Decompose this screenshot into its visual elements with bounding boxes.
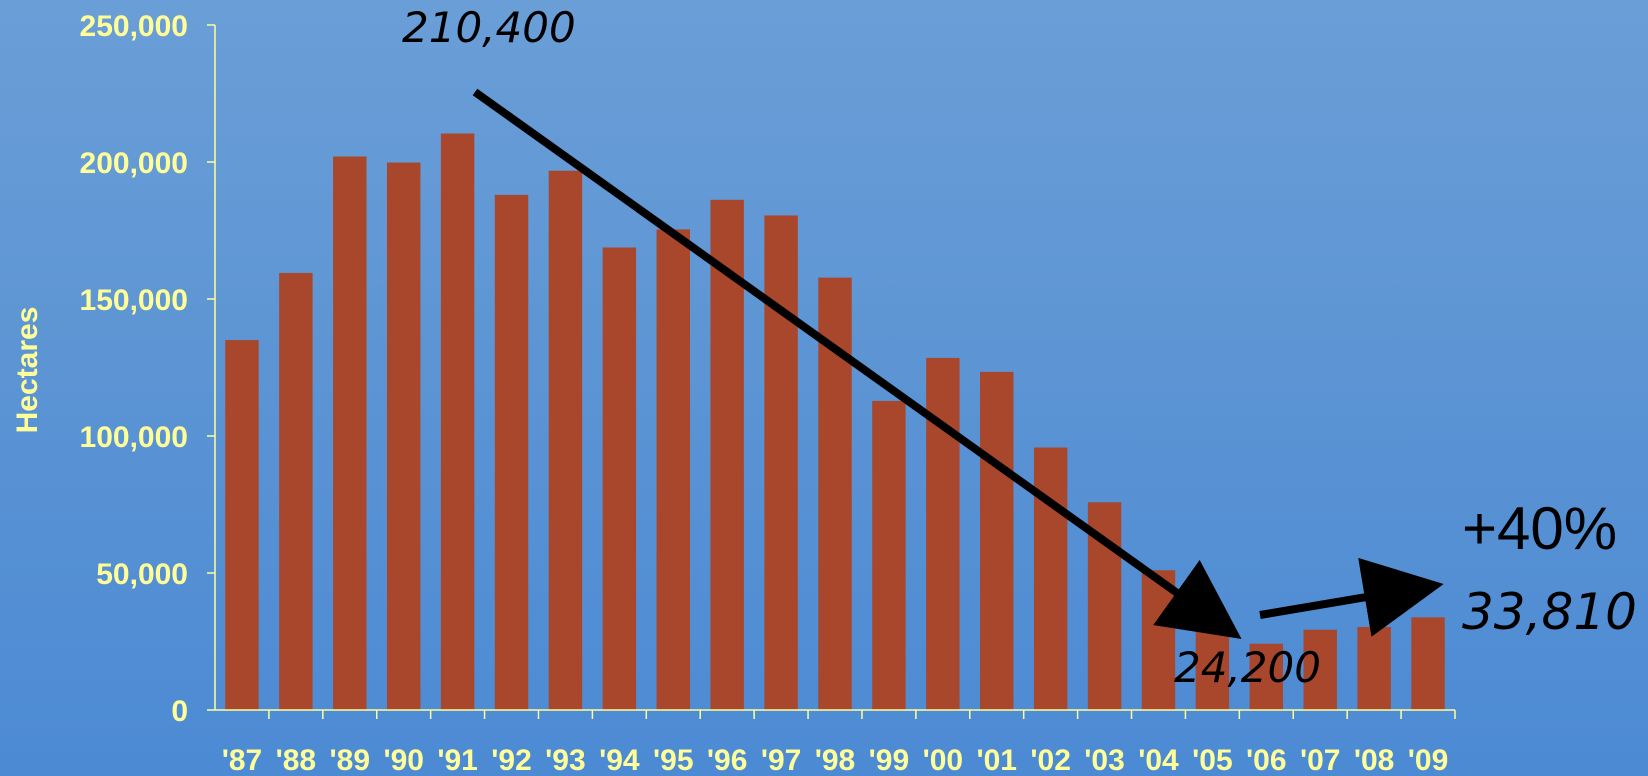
x-tick-label: '97: [761, 744, 802, 776]
bar-93: [548, 170, 583, 710]
y-tick-label: 150,000: [80, 284, 188, 317]
y-tick-label: 0: [171, 695, 188, 728]
x-axis-ticks: '87 '88 '89 '90 '91 '92 '93 '94 '95 '96 '97 '98 '99 '…: [222, 710, 1456, 776]
decline-trend-arrow: [472, 88, 1242, 639]
bar-87: [225, 340, 259, 710]
x-tick-label: '09: [1408, 744, 1449, 776]
recovery-trend-arrow: [1259, 557, 1444, 637]
peak-value-label: 210,400: [402, 3, 576, 52]
x-tick-label: '87: [222, 744, 263, 776]
bar-08: [1357, 626, 1391, 710]
x-tick-label: '89: [330, 744, 371, 776]
bar-88: [279, 272, 313, 710]
x-tick-label: '08: [1354, 744, 1395, 776]
x-tick-label: '01: [976, 744, 1017, 776]
x-tick-label: '07: [1300, 744, 1341, 776]
latest-value-label: 33,810: [1462, 583, 1637, 641]
bar-02: [1033, 447, 1068, 710]
y-tick-label: 250,000: [80, 10, 188, 43]
x-tick-label: '03: [1084, 744, 1125, 776]
y-axis-ticks: 0 50,000 100,000 150,000 200,000 250,000: [80, 10, 215, 728]
bar-91: [440, 133, 475, 710]
x-tick-label: '92: [491, 744, 532, 776]
bar-90: [386, 162, 421, 711]
bar-95: [656, 229, 690, 711]
bar-97: [764, 215, 798, 710]
x-tick-label: '04: [1138, 744, 1179, 776]
x-tick-label: '94: [599, 744, 640, 776]
bar-89: [333, 156, 367, 710]
y-tick-label: 100,000: [80, 421, 188, 454]
y-tick-label: 200,000: [80, 147, 188, 180]
x-tick-label: '00: [923, 744, 964, 776]
x-tick-label: '90: [383, 744, 424, 776]
bar-06: [1249, 643, 1284, 710]
bar-92: [494, 194, 529, 710]
y-tick-label: 50,000: [96, 558, 188, 591]
y-axis-title: Hectares: [11, 307, 44, 434]
change-percent-label: +40%: [1462, 495, 1617, 562]
bar-09: [1411, 617, 1445, 710]
bar-94: [602, 247, 637, 710]
x-tick-label: '02: [1030, 744, 1071, 776]
bar-07: [1303, 629, 1337, 710]
low-value-label: 24,200: [1174, 643, 1321, 692]
bar-01: [980, 371, 1014, 710]
bar-00: [926, 357, 960, 710]
x-tick-label: '88: [276, 744, 317, 776]
x-tick-label: '95: [653, 744, 694, 776]
bar-96: [710, 199, 744, 710]
x-tick-label: '99: [869, 744, 910, 776]
x-tick-label: '91: [437, 744, 478, 776]
x-tick-label: '06: [1246, 744, 1287, 776]
x-tick-label: '93: [545, 744, 586, 776]
x-tick-label: '96: [707, 744, 748, 776]
x-tick-label: '98: [815, 744, 856, 776]
bar-99: [872, 400, 906, 710]
x-tick-label: '05: [1192, 744, 1233, 776]
bars-group: [225, 133, 1445, 711]
